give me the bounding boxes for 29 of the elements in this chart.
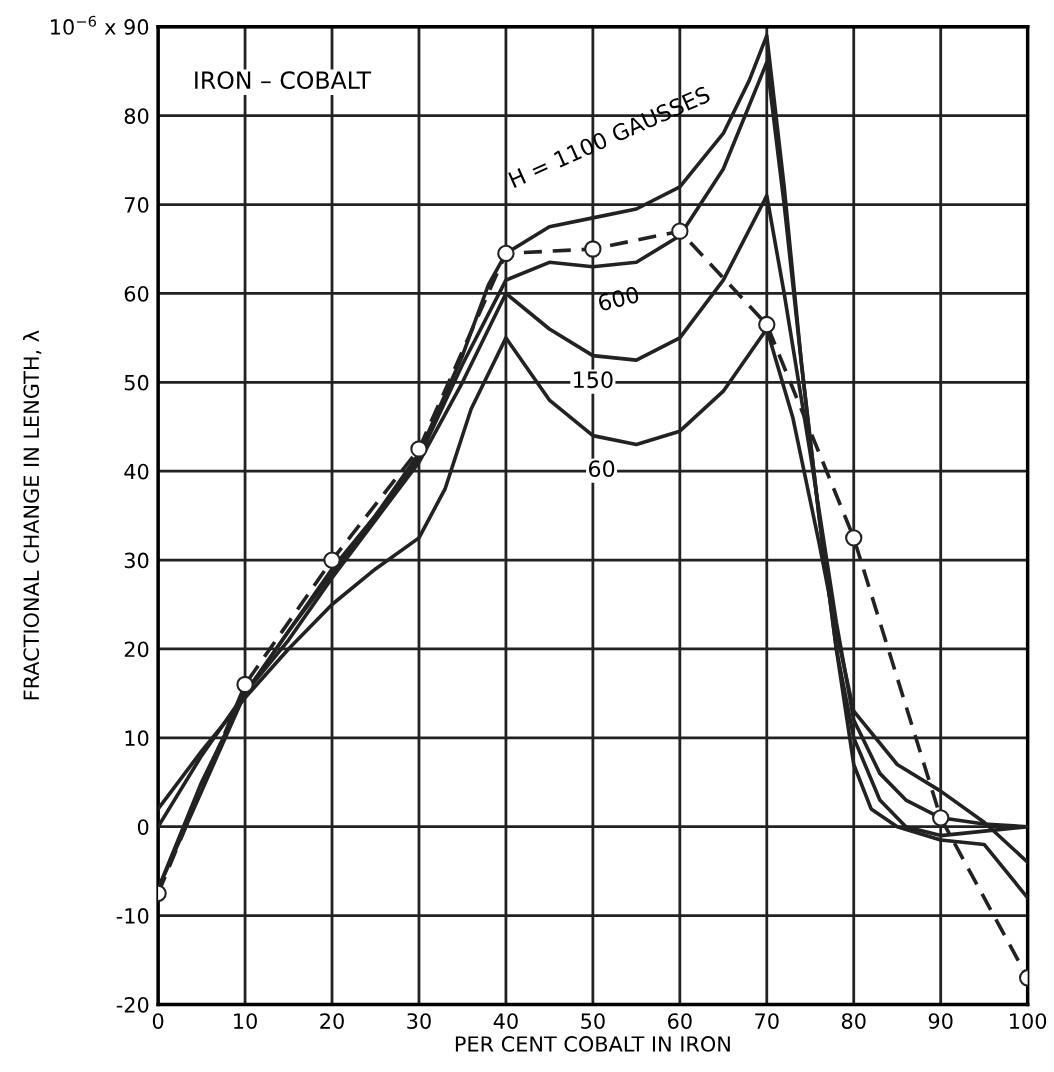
y-tick-label: 30 xyxy=(124,552,149,569)
y-axis-title: FRACTIONAL CHANGE IN LENGTH, λ xyxy=(23,330,42,700)
x-axis-title: PER CENT COBALT IN IRON xyxy=(455,1036,730,1052)
y-tick-label: -20 xyxy=(116,996,149,1013)
y-tick-label: 60 xyxy=(124,285,149,302)
x-tick-label: 90 xyxy=(928,1013,953,1029)
x-tick-label: 40 xyxy=(493,1013,518,1029)
y-tick-label: 80 xyxy=(124,108,149,124)
y-tick-label: 10 xyxy=(125,730,149,747)
x-tick-label: 20 xyxy=(320,1013,344,1029)
x-tick-label: 30 xyxy=(407,1013,431,1029)
x-tick-label: 60 xyxy=(668,1013,692,1029)
y-tick-label: 50 xyxy=(124,374,149,391)
y-tick-label: 70 xyxy=(124,197,149,213)
x-tick-label: 0 xyxy=(152,1013,164,1029)
y-tick-label: 20 xyxy=(124,641,149,658)
annotation: IRON – COBALT xyxy=(195,71,372,90)
y-tick-label: 40 xyxy=(124,463,149,480)
x-tick-label: 50 xyxy=(581,1013,605,1029)
x-tick-label: 10 xyxy=(234,1013,257,1029)
x-tick-label: 70 xyxy=(755,1013,779,1029)
y-tick-label: 10$^{−6}$ x 90 xyxy=(51,15,149,35)
y-tick-label: -10 xyxy=(116,908,149,924)
annotation: 60 xyxy=(588,460,615,478)
y-tick-label: 0 xyxy=(137,819,149,835)
x-tick-label: 100 xyxy=(1010,1013,1047,1029)
annotation: 150 xyxy=(574,371,613,389)
x-tick-label: 80 xyxy=(841,1013,866,1029)
annotation: 600 xyxy=(597,285,640,312)
